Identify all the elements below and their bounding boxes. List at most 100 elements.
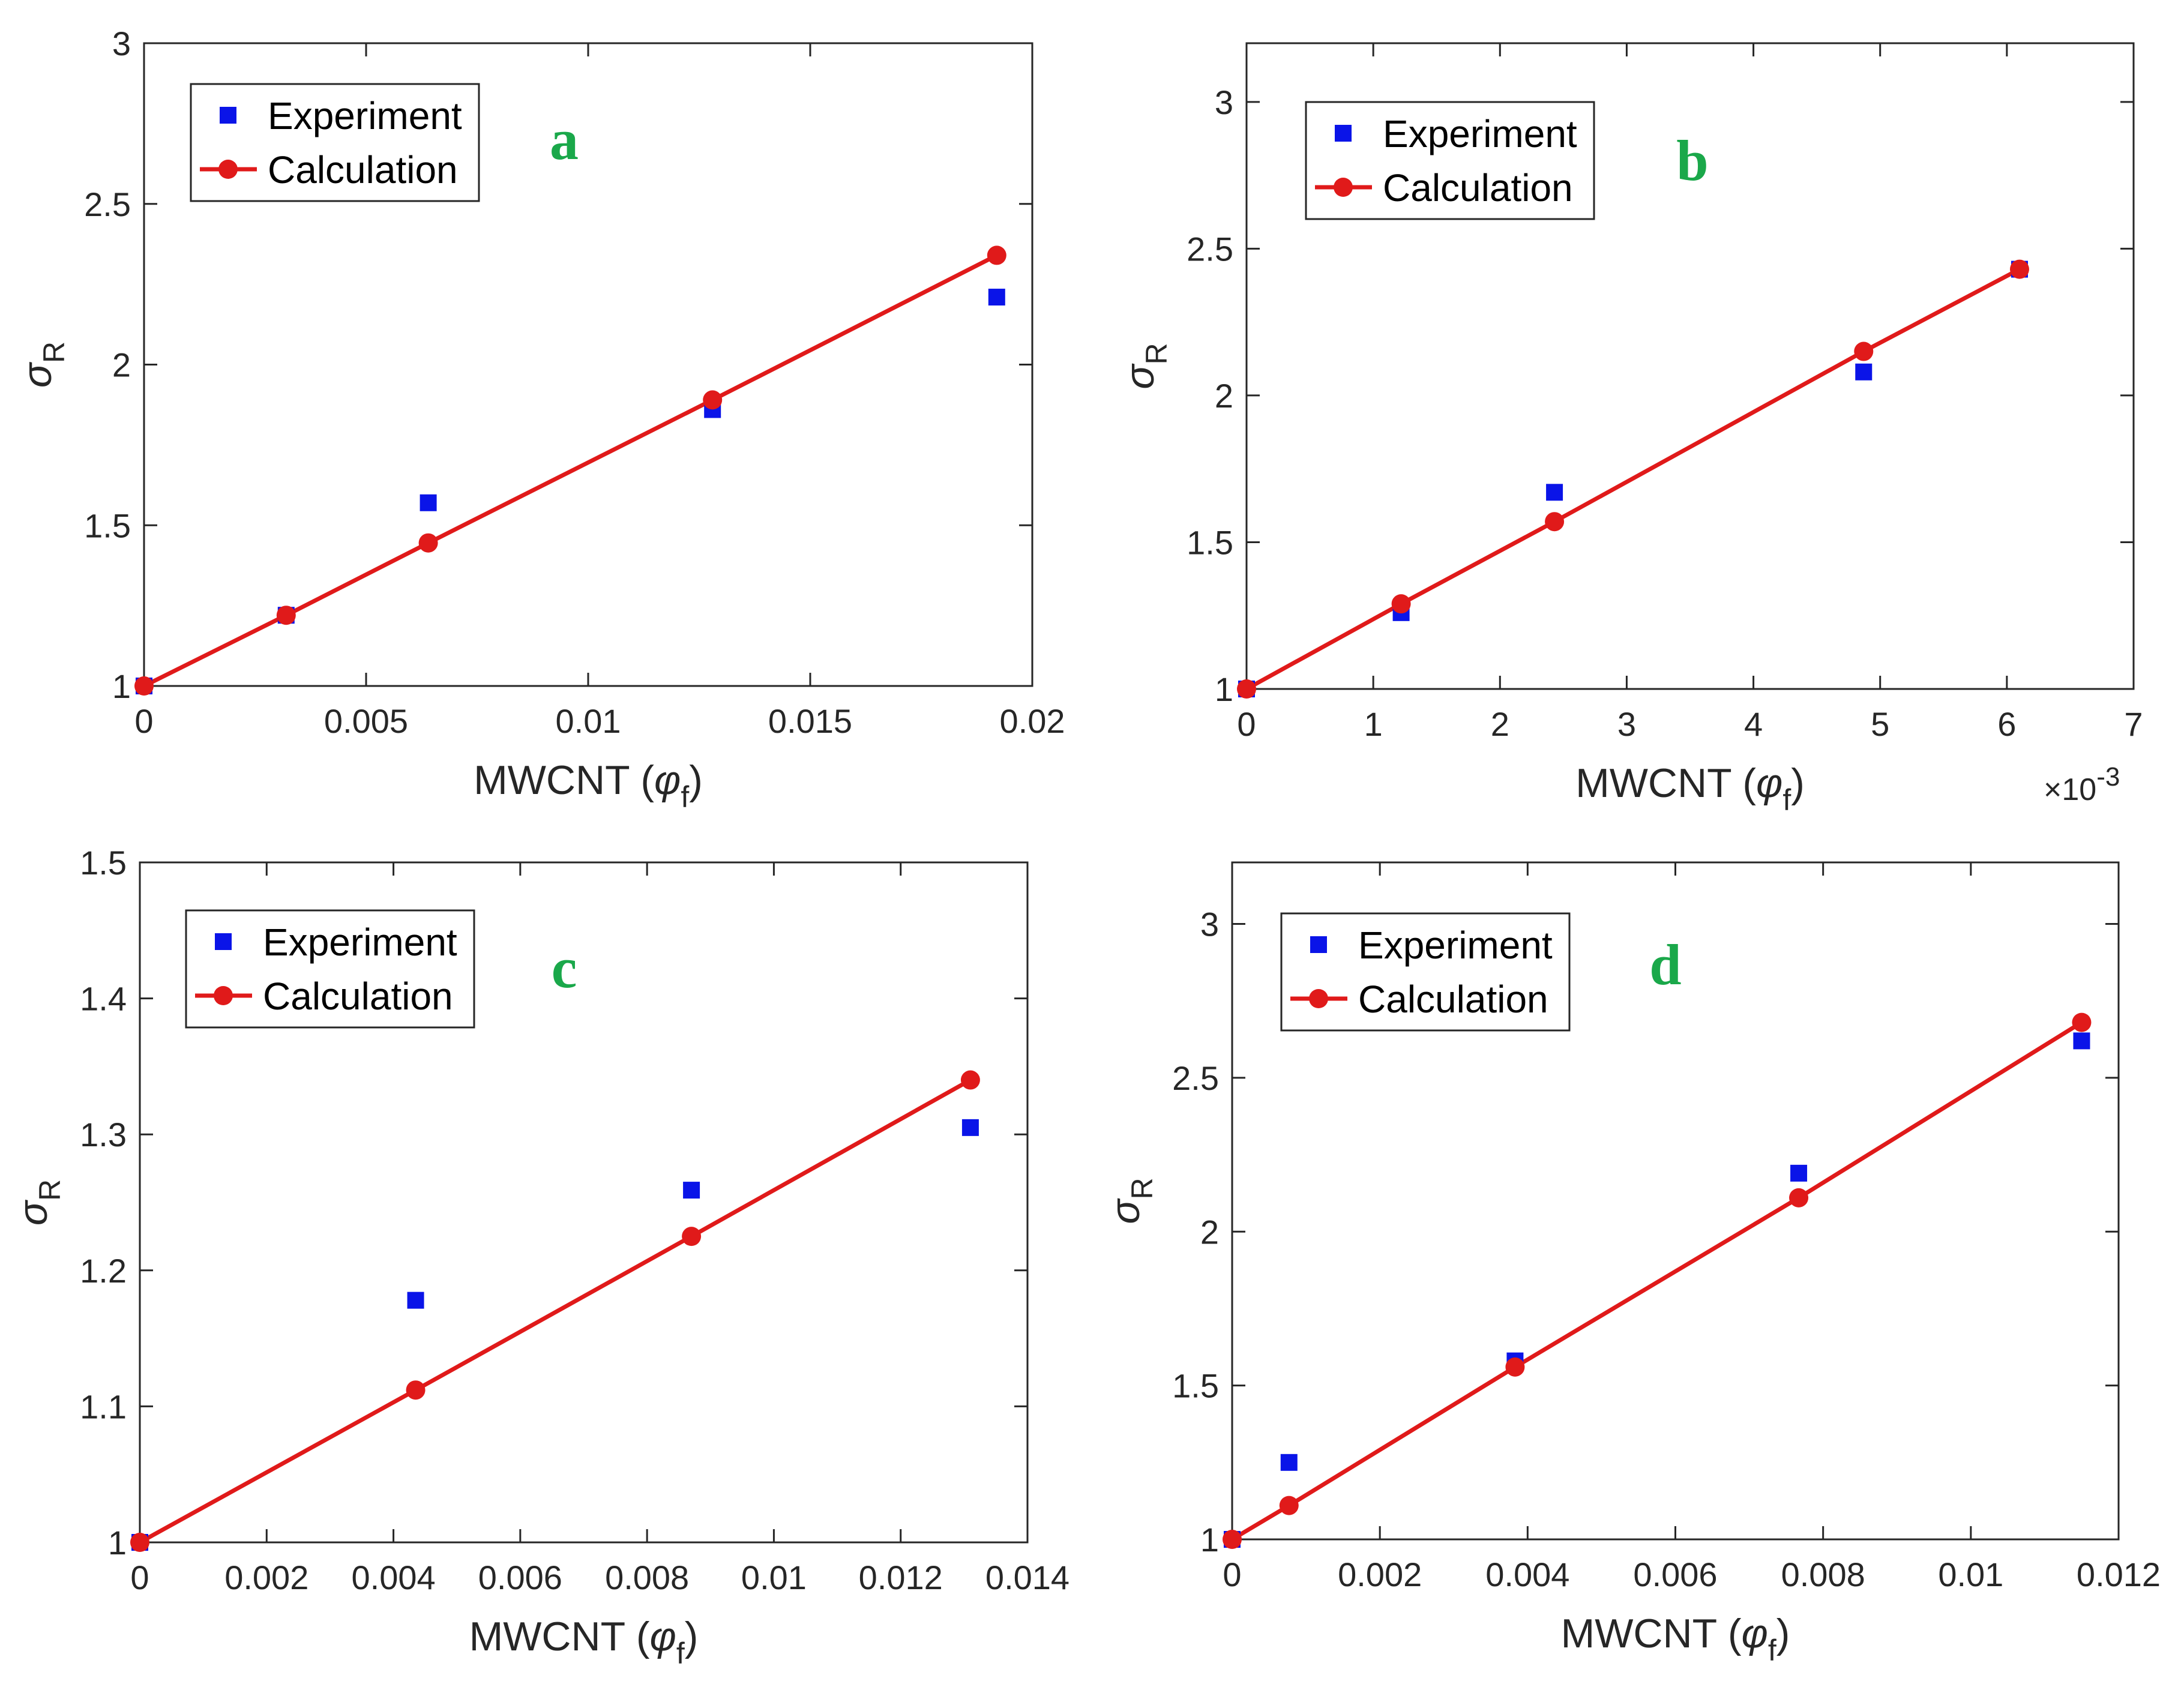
chart-panel-a: 0 0.005 0.01 0.015 0.02 1 1.5 2 2.5 3 MWCNT (φf) σR… [14,25,1065,814]
calculation-point [2072,1012,2092,1032]
y-tick-label: 1 [108,1524,127,1562]
x-tick-label: 0.012 [859,1559,943,1596]
y-tick-label: 1.5 [80,844,127,882]
calculation-series-line [1245,267,2021,691]
y-tick-label: 1.1 [80,1388,127,1425]
x-axis-label: MWCNT (φf) [1575,760,1805,817]
legend-experiment-label: Experiment [268,94,462,137]
x-tick-label: 7 [2124,705,2143,743]
calculation-point [987,245,1006,265]
panel-letter: b [1676,128,1708,193]
calculation-point [1223,1530,1242,1549]
x-tick-label: 0.002 [224,1559,308,1596]
x-axis-label-main: MWCNT ( [1575,760,1756,806]
x-axis-label-main: MWCNT ( [1561,1611,1742,1656]
x-tick-label: 1 [1364,705,1383,743]
calculation-point [682,1227,702,1246]
calculation-point [1391,594,1411,614]
y-axis-label: σR [1117,343,1173,389]
x-axis-label-symbol: φ [1741,1611,1767,1656]
calculation-point [1545,512,1565,532]
calculation-point [406,1380,426,1400]
x-tick-label: 0.008 [1781,1556,1865,1593]
experiment-point [1546,484,1563,501]
x-exponent-base: ×10 [2044,772,2096,807]
x-tick-label: 0.01 [1938,1556,2003,1593]
y-axis-label-symbol: σ [1103,1198,1148,1224]
x-axis-label-symbol: φ [654,757,681,803]
y-tick-label: 2.5 [1172,1059,1219,1097]
x-tick-label: 0.01 [741,1559,807,1596]
y-tick-label: 2.5 [1187,230,1233,268]
x-tick-label: 0.006 [478,1559,562,1596]
y-axis-label-symbol: σ [10,1199,56,1225]
calculation-series-line [1231,1020,2083,1542]
x-axis-label: MWCNT (φf) [469,1614,699,1670]
legend-calculation-label: Calculation [268,148,458,191]
legend: Experiment Calculation [190,83,480,202]
legend-calculation-marker [218,160,238,179]
legend-calculation-label: Calculation [263,975,453,1018]
calculation-point [1505,1357,1525,1377]
y-tick-label: 2 [1215,377,1233,415]
y-tick-label: 1.3 [80,1116,127,1153]
plot-frame [139,861,1029,1544]
y-tick-label: 2 [1200,1213,1219,1251]
y-tick-label: 3 [112,25,131,62]
experiment-point [1790,1164,1808,1182]
y-axis-label-sub: R [37,341,71,363]
calculation-point [1279,1496,1299,1515]
x-axis-label-close: ) [1776,1611,1790,1656]
experiment-point [1855,363,1873,380]
x-axis-label-close: ) [685,1614,699,1659]
x-axis-label-close: ) [1791,760,1805,806]
x-tick-label: 0.005 [324,702,408,740]
calculation-point [1237,679,1256,699]
x-axis-label-main: MWCNT ( [474,757,654,803]
y-tick-label: 1.2 [80,1252,127,1290]
y-tick-label: 1 [1215,670,1233,708]
calculation-point [276,606,296,625]
y-tick-label: 3 [1215,83,1233,121]
x-axis-label-symbol: φ [1756,760,1782,806]
x-axis-label-sub: f [676,1637,685,1670]
legend-box [1305,101,1595,220]
legend: Experiment Calculation [1305,101,1595,220]
y-axis-label-sub: R [1140,343,1173,364]
calculation-point [130,1533,149,1552]
legend-experiment-label: Experiment [1383,112,1577,155]
legend-experiment-marker [1335,125,1352,142]
x-tick-label: 0.008 [605,1559,689,1596]
plot-frame [1245,42,2135,690]
legend-calculation-label: Calculation [1383,166,1573,209]
x-tick-label: 0.02 [1000,702,1065,740]
y-axis-label-sub: R [1125,1177,1159,1199]
experiment-point [2073,1032,2090,1050]
x-tick-label: 0.006 [1633,1556,1717,1593]
x-tick-label: 6 [1997,705,2016,743]
calculation-point [2009,259,2029,279]
legend-box [1280,912,1571,1032]
x-tick-label: 0 [130,1559,149,1596]
experiment-point [1280,1454,1298,1471]
panel-letter: d [1649,933,1681,997]
x-tick-label: 0.012 [2077,1556,2161,1593]
x-tick-label: 0.004 [352,1559,436,1596]
y-axis-label: σR [14,341,71,388]
y-axis-label: σR [10,1179,67,1225]
legend-calculation-marker [1334,178,1353,197]
chart-panel-d: 0 0.002 0.004 0.006 0.008 0.01 0.012 1 1.5 2 2.5 3 M… [1103,861,2161,1667]
legend-experiment-label: Experiment [263,921,457,964]
y-axis-label-sub: R [33,1179,67,1201]
x-tick-label: 0.002 [1338,1556,1422,1593]
legend-experiment-marker [220,107,236,124]
x-tick-label: 0 [1223,1556,1241,1593]
legend-experiment-label: Experiment [1358,924,1553,967]
x-tick-label: 0.014 [985,1559,1069,1596]
y-tick-label: 2 [112,346,131,384]
panel-letter: a [550,107,579,172]
legend-box [185,909,475,1029]
x-axis-label-sub: f [1782,783,1791,817]
